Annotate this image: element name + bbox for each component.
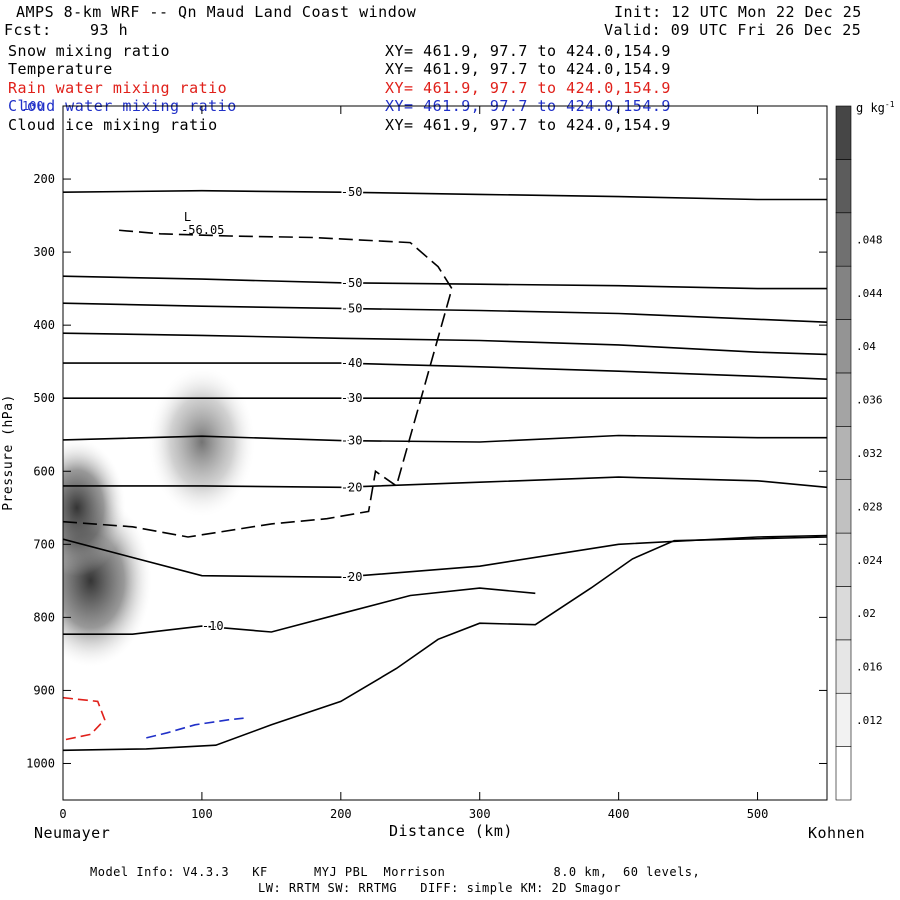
x-end-label: Kohnen [808, 824, 866, 842]
colorbar-bin [835, 746, 852, 801]
colorbar-bin [835, 319, 852, 374]
colorbar-bin [835, 639, 852, 694]
contour-label: -10 [202, 619, 224, 633]
colorbar-tick-label: .048 [856, 233, 883, 246]
x-start-label: Neumayer [34, 824, 111, 842]
y-tick-label: 800 [33, 610, 55, 624]
colorbar-bin [835, 265, 852, 320]
y-tick-label: 1000 [26, 756, 55, 770]
legend-cloud-ice-label: Cloud ice mixing ratio [8, 116, 218, 134]
contour-label: -50 [341, 301, 363, 315]
y-tick-label: 900 [33, 683, 55, 697]
colorbar: .012 .016 .02 .024 .028 .032 .036 .04 .044 .048 [835, 105, 883, 801]
contour-label: -20 [341, 570, 363, 584]
legend-snow-label: Snow mixing ratio [8, 42, 171, 60]
legend-snow-xy: XY= 461.9, 97.7 to 424.0,154.9 [385, 42, 671, 60]
legend-cloud-ice-xy: XY= 461.9, 97.7 to 424.0,154.9 [385, 116, 671, 134]
contour-label: -40 [341, 356, 363, 370]
colorbar-tick-label: .044 [856, 287, 883, 300]
colorbar-bin [835, 105, 852, 160]
snow-shading [63, 367, 255, 667]
temperature-contour [63, 476, 827, 489]
init-time: Init: 12 UTC Mon 22 Dec 25 [614, 3, 862, 21]
colorbar-tick-label: .02 [856, 607, 876, 620]
y-tick-label: 700 [33, 537, 55, 551]
colorbar-bin [835, 479, 852, 534]
temperature-contour [63, 189, 827, 201]
snow-maximum [63, 439, 126, 577]
legend-temperature-xy: XY= 461.9, 97.7 to 424.0,154.9 [385, 60, 671, 78]
colorbar-bin [835, 692, 852, 747]
cloud-water-contour [146, 717, 244, 739]
low-label: L [184, 210, 191, 224]
temperature-contour [63, 587, 536, 635]
y-axis-title: Pressure (hPa) [0, 394, 16, 511]
temperature-contour [63, 534, 827, 579]
colorbar-bin [835, 532, 852, 587]
x-axis-title: Distance (km) [389, 822, 513, 840]
colorbar-tick-label: .036 [856, 394, 883, 407]
contour-layer: -50 -50 -50 -40 -30 -30 -20 -20 -10 -56.05L [63, 184, 827, 752]
contour-label: -30 [341, 434, 363, 448]
colorbar-tick-label: .024 [856, 554, 883, 567]
colorbar-tick-label: .028 [856, 500, 883, 513]
legend-temperature-label: Temperature [8, 60, 113, 78]
plot-frame [62, 105, 828, 801]
model-info-line1: Model Info: V4.3.3 KF MYJ PBL Morrison 8… [90, 865, 701, 879]
colorbar-tick-label: .012 [856, 714, 883, 727]
contour-label: -20 [341, 480, 363, 494]
colorbar-bin [835, 372, 852, 427]
temperature-contour [63, 332, 827, 356]
y-tick-label: 500 [33, 391, 55, 405]
y-tick-label: 200 [33, 172, 55, 186]
x-tick-label: 300 [469, 807, 491, 821]
colorbar-bin [835, 426, 852, 480]
colorbar-tick-label: .04 [856, 340, 876, 353]
colorbar-tick-label: .032 [856, 447, 883, 460]
x-tick-label: 500 [747, 807, 769, 821]
terrain-line [63, 536, 827, 752]
contour-label: -50 [341, 276, 363, 290]
colorbar-bin [835, 159, 852, 214]
temperature-contour [63, 362, 827, 380]
colorbar-tick-label: .016 [856, 661, 883, 674]
contour-label: -30 [341, 391, 363, 405]
inversion-label: -56.05 [181, 223, 224, 237]
temperature-contour [63, 302, 827, 323]
valid-time: Valid: 09 UTC Fri 26 Dec 25 [604, 21, 862, 39]
x-tick-label: 0 [59, 807, 66, 821]
y-tick-label-top: 100 [22, 99, 44, 113]
x-tick-label: 100 [191, 807, 213, 821]
snow-maximum [148, 367, 255, 517]
temperature-contour [63, 434, 827, 443]
colorbar-bin [835, 212, 852, 267]
temperature-contour [63, 275, 827, 290]
x-tick-label: 400 [608, 807, 630, 821]
forecast-label: Fcst: [4, 21, 52, 39]
legend-rain-xy: XY= 461.9, 97.7 to 424.0,154.9 [385, 79, 671, 97]
legend-rain-label: Rain water mixing ratio [8, 79, 228, 97]
rain-contour [63, 696, 106, 741]
contour-label: -50 [341, 185, 363, 199]
colorbar-unit: g kg-1 [856, 100, 895, 115]
model-info-line2: LW: RRTM SW: RRTMG DIFF: simple KM: 2D S… [258, 881, 622, 895]
forecast-hours: 93 h [90, 21, 129, 39]
colorbar-bin [835, 586, 852, 641]
x-tick-label: 200 [330, 807, 352, 821]
y-tick-label: 300 [33, 245, 55, 259]
chart-title: AMPS 8-km WRF -- Qn Maud Land Coast wind… [16, 3, 417, 21]
y-tick-label: 600 [33, 464, 55, 478]
y-tick-label: 400 [33, 318, 55, 332]
axes: 0 100 200 300 400 500 200 300 400 500 600 700 800 900… [22, 99, 827, 821]
